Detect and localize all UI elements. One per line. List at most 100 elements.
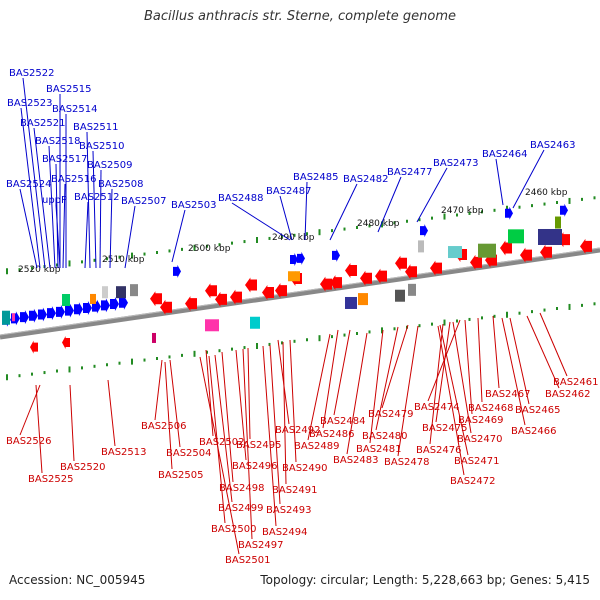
tick-mark bbox=[56, 369, 58, 373]
forward-gene-label: BAS2487 bbox=[266, 186, 312, 197]
tick-mark bbox=[368, 224, 371, 228]
reverse-gene-leader bbox=[307, 333, 331, 441]
gene-feature-block bbox=[116, 286, 126, 299]
reverse-gene-leader bbox=[235, 349, 247, 461]
forward-gene-arrow bbox=[332, 248, 340, 262]
reverse-gene-leader bbox=[199, 356, 240, 555]
gene-feature-block bbox=[250, 316, 260, 329]
forward-gene-leader bbox=[62, 183, 66, 269]
gene-feature-block bbox=[205, 319, 219, 332]
reverse-gene-label: BAS2520 bbox=[60, 462, 106, 473]
forward-gene-label: BAS2510 bbox=[79, 141, 125, 152]
reverse-gene-arrow bbox=[395, 255, 407, 271]
forward-gene-leader bbox=[19, 188, 38, 269]
reverse-gene-label: BAS2479 bbox=[368, 409, 414, 420]
gene-feature-block bbox=[555, 216, 561, 229]
tick-mark bbox=[306, 232, 308, 236]
tick-mark bbox=[518, 205, 521, 209]
reverse-gene-label: BAS2467 bbox=[485, 389, 531, 400]
reverse-gene-leader bbox=[269, 344, 281, 505]
reverse-gene-arrow bbox=[375, 268, 387, 284]
reverse-gene-label: BAS2513 bbox=[101, 447, 147, 458]
reverse-gene-arrow bbox=[360, 270, 372, 286]
reverse-gene-leader bbox=[107, 379, 116, 447]
reverse-gene-leader bbox=[526, 315, 560, 389]
reverse-gene-leader bbox=[381, 324, 409, 409]
genome-backbone-highlight bbox=[0, 247, 600, 336]
forward-gene-arrow bbox=[20, 310, 29, 325]
tick-mark bbox=[143, 252, 146, 256]
forward-gene-arrow bbox=[74, 302, 83, 317]
reverse-gene-leader bbox=[397, 325, 419, 457]
tick-mark bbox=[193, 350, 196, 357]
forward-gene-label: BAS2488 bbox=[218, 193, 264, 204]
reverse-gene-leader bbox=[452, 321, 472, 434]
gene-feature-block bbox=[152, 332, 156, 343]
forward-gene-leader bbox=[171, 209, 186, 263]
tick-mark bbox=[31, 372, 33, 376]
gene-feature-block bbox=[288, 271, 300, 282]
genome-backbone bbox=[0, 247, 600, 340]
tick-mark bbox=[518, 311, 521, 315]
tick-mark bbox=[393, 327, 396, 331]
scale-label: 2460 kbp bbox=[525, 188, 568, 198]
reverse-gene-arrow bbox=[205, 283, 217, 299]
forward-gene-label: BAS2518 bbox=[35, 136, 81, 147]
tick-mark bbox=[343, 333, 346, 337]
tick-mark bbox=[193, 244, 196, 251]
tick-mark bbox=[68, 366, 71, 373]
tick-mark bbox=[318, 335, 321, 342]
forward-gene-arrow bbox=[47, 306, 56, 321]
reverse-gene-label: BAS2478 bbox=[384, 457, 430, 468]
reverse-gene-label: BAS2461 bbox=[553, 377, 599, 388]
gene-feature-block bbox=[358, 293, 368, 306]
reverse-gene-label: BAS2471 bbox=[454, 456, 500, 467]
forward-gene-arrow bbox=[505, 206, 513, 220]
tick-mark bbox=[418, 324, 421, 328]
tick-mark bbox=[181, 353, 183, 357]
reverse-gene-leader bbox=[435, 321, 451, 423]
accession-label: Accession: NC_005945 bbox=[9, 573, 146, 587]
reverse-gene-leader bbox=[35, 384, 43, 474]
forward-gene-leader bbox=[512, 149, 545, 209]
gene-feature-block bbox=[2, 310, 10, 325]
tick-mark bbox=[218, 243, 221, 247]
tick-mark bbox=[218, 349, 221, 353]
tick-mark bbox=[443, 319, 446, 326]
forward-gene-leader bbox=[109, 188, 113, 269]
gene-feature-block bbox=[508, 229, 524, 244]
tick-mark bbox=[256, 237, 258, 243]
tick-mark bbox=[593, 302, 596, 306]
reverse-gene-label: BAS2475 bbox=[422, 423, 468, 434]
tick-mark bbox=[468, 317, 471, 321]
forward-gene-leader bbox=[20, 107, 41, 269]
tick-mark bbox=[106, 257, 108, 261]
tick-mark bbox=[593, 196, 596, 200]
reverse-gene-leader bbox=[289, 339, 297, 463]
forward-gene-arrow bbox=[29, 308, 38, 323]
forward-gene-leader bbox=[416, 167, 448, 223]
reverse-gene-label: BAS2483 bbox=[333, 455, 379, 466]
reverse-gene-leader bbox=[492, 315, 500, 389]
tick-mark bbox=[443, 213, 446, 220]
reverse-gene-leader bbox=[154, 359, 163, 421]
scale-label: 2520 kbp bbox=[18, 265, 61, 275]
reverse-gene-arrow bbox=[540, 244, 552, 260]
forward-gene-label: BAS2463 bbox=[530, 140, 576, 151]
tick-mark bbox=[143, 358, 146, 362]
reverse-gene-arrow bbox=[320, 276, 332, 292]
scale-label: 2480 kbp bbox=[357, 219, 400, 229]
forward-gene-label: BAS2482 bbox=[343, 174, 389, 185]
tick-mark bbox=[393, 221, 396, 225]
forward-gene-leader bbox=[304, 181, 308, 241]
reverse-gene-leader bbox=[477, 317, 483, 403]
gene-feature-block bbox=[418, 240, 424, 253]
reverse-gene-leader bbox=[221, 351, 234, 483]
reverse-gene-leader bbox=[333, 329, 351, 416]
forward-gene-label: BAS2512 bbox=[74, 192, 120, 203]
tick-mark bbox=[281, 235, 283, 239]
reverse-gene-label: BAS2465 bbox=[515, 405, 561, 416]
tick-mark bbox=[556, 201, 558, 204]
tick-mark bbox=[431, 216, 433, 220]
forward-gene-arrow bbox=[420, 224, 428, 238]
